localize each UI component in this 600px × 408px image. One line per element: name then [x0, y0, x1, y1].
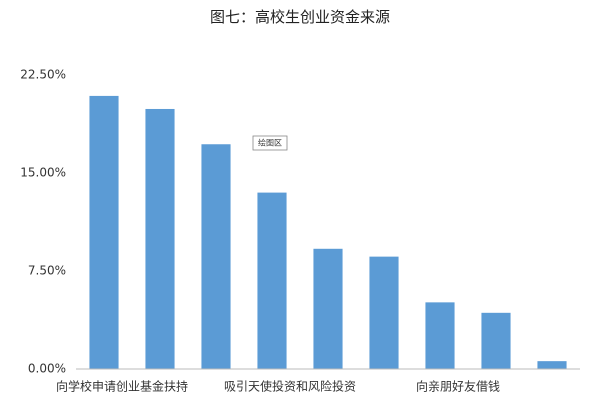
- bar: [201, 144, 231, 369]
- bar: [537, 361, 567, 369]
- x-tick-label: 吸引天使投资和风险投资: [224, 379, 356, 394]
- y-tick-label: 0.00%: [28, 362, 66, 376]
- bar: [145, 108, 175, 370]
- bar: [257, 192, 287, 369]
- bar: [425, 302, 455, 369]
- y-tick-label: 7.50%: [28, 264, 66, 278]
- annotation: 绘图区: [258, 138, 282, 148]
- y-tick-label: 22.50%: [20, 68, 66, 82]
- bar: [313, 248, 343, 369]
- x-tick-label: 向学校申请创业基金扶持: [56, 379, 188, 394]
- annotation-box: [252, 135, 288, 151]
- bar: [369, 256, 399, 369]
- y-tick-label: 15.00%: [20, 166, 66, 180]
- bar: [89, 95, 119, 369]
- bar: [481, 312, 511, 369]
- chart-title: 图七：高校生创业资金来源: [210, 8, 390, 26]
- x-tick-label: 向亲朋好友借钱: [416, 379, 500, 394]
